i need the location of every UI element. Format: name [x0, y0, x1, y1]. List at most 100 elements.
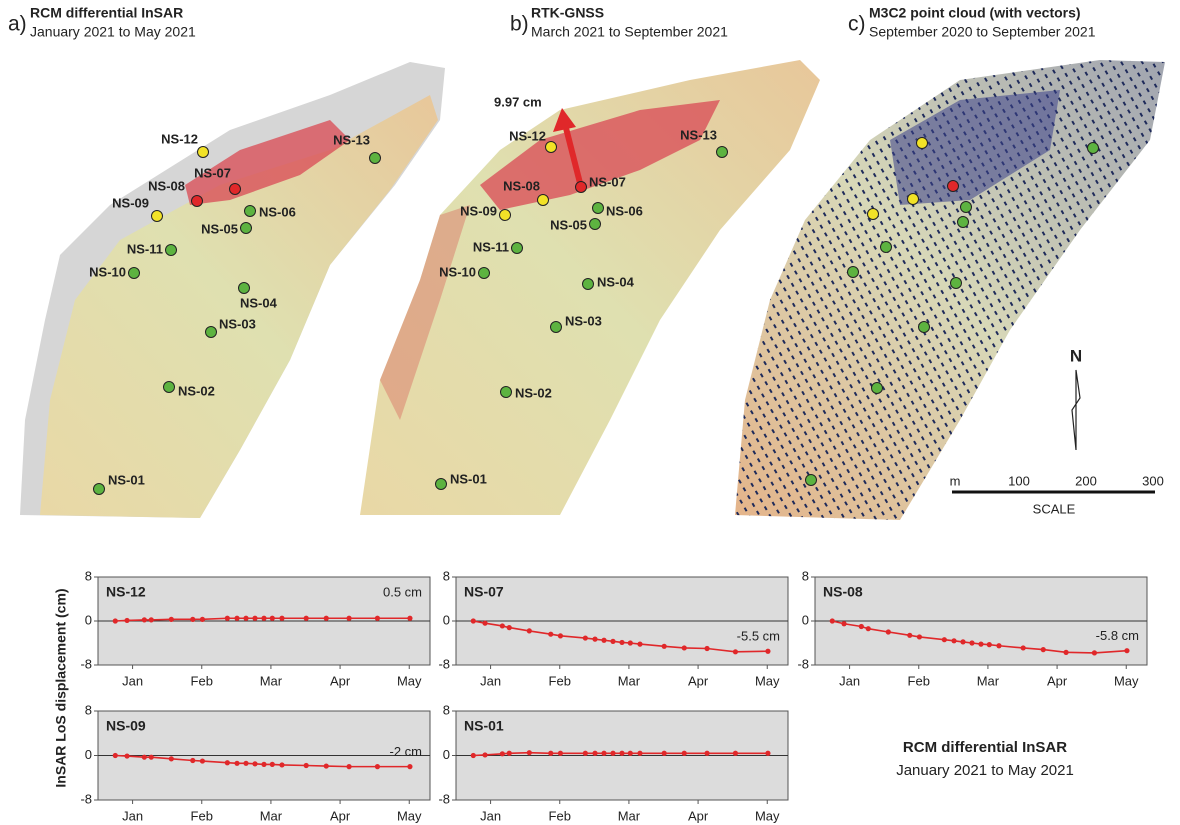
station-label: NS-02	[178, 383, 215, 398]
station-label: NS-12	[509, 128, 546, 143]
y-tick-label: 0	[443, 612, 450, 627]
chart-title: NS-12	[106, 584, 146, 600]
data-point	[610, 751, 615, 756]
x-tick-label: May	[1114, 673, 1139, 688]
y-axis-label: InSAR LoS displacement (cm)	[53, 588, 69, 787]
data-point	[1063, 650, 1068, 655]
station-marker	[538, 195, 549, 206]
scale-unit: m	[950, 473, 961, 488]
x-tick-label: Jan	[480, 673, 501, 688]
data-point	[558, 633, 563, 638]
station-label: NS-08	[148, 178, 185, 193]
data-point	[704, 646, 709, 651]
data-point	[628, 640, 633, 645]
station-label: NS-05	[201, 221, 238, 236]
data-point	[628, 751, 633, 756]
station-marker	[872, 383, 883, 394]
data-point	[592, 751, 597, 756]
data-point	[482, 621, 487, 626]
y-tick-label: -8	[797, 656, 809, 671]
data-point	[942, 637, 947, 642]
data-point	[682, 751, 687, 756]
data-point	[619, 640, 624, 645]
figure: a) RCM differential InSAR January 2021 t…	[0, 0, 1180, 825]
data-point	[252, 616, 257, 621]
station-marker	[717, 147, 728, 158]
data-point	[765, 649, 770, 654]
data-point	[225, 616, 230, 621]
data-point	[637, 642, 642, 647]
data-point	[886, 629, 891, 634]
station-marker	[593, 203, 604, 214]
station-marker	[198, 147, 209, 158]
y-tick-label: 8	[85, 568, 92, 583]
x-tick-label: Mar	[260, 808, 283, 823]
chart-title: NS-01	[464, 718, 504, 734]
y-tick-label: -8	[80, 656, 92, 671]
data-point	[142, 617, 147, 622]
data-point	[662, 644, 667, 649]
station-marker	[868, 209, 879, 220]
y-tick-label: 8	[443, 702, 450, 717]
data-point	[234, 616, 239, 621]
station-marker	[479, 268, 490, 279]
station-label: NS-04	[597, 274, 635, 289]
data-point	[270, 616, 275, 621]
data-point	[324, 616, 329, 621]
station-marker	[583, 279, 594, 290]
station-marker	[951, 278, 962, 289]
station-label: NS-07	[589, 174, 626, 189]
data-point	[733, 649, 738, 654]
station-label: NS-05	[550, 217, 587, 232]
data-point	[704, 751, 709, 756]
data-point	[190, 617, 195, 622]
chart-title: NS-08	[823, 584, 863, 600]
scale-label: SCALE	[1033, 501, 1076, 516]
data-point	[558, 751, 563, 756]
station-marker	[501, 387, 512, 398]
x-tick-label: Feb	[908, 673, 930, 688]
data-point	[375, 764, 380, 769]
x-tick-label: Apr	[688, 673, 709, 688]
data-point	[917, 634, 922, 639]
data-point	[142, 755, 147, 760]
data-point	[200, 617, 205, 622]
station-marker	[546, 142, 557, 153]
chart-annotation: -2 cm	[390, 744, 423, 759]
x-tick-label: Feb	[191, 673, 213, 688]
station-marker	[206, 327, 217, 338]
panel-title: RCM differential InSAR	[30, 5, 183, 21]
data-point	[866, 626, 871, 631]
x-tick-label: May	[397, 808, 422, 823]
data-point	[169, 617, 174, 622]
data-point	[841, 621, 846, 626]
data-point	[1041, 647, 1046, 652]
station-marker	[192, 196, 203, 207]
data-point	[261, 616, 266, 621]
data-point	[733, 751, 738, 756]
panel-title: RTK-GNSS	[531, 5, 604, 21]
data-point	[304, 616, 309, 621]
data-point	[765, 751, 770, 756]
station-label: NS-03	[219, 316, 256, 331]
data-point	[960, 639, 965, 644]
data-point	[169, 756, 174, 761]
station-label: NS-06	[606, 203, 643, 218]
y-tick-label: 8	[802, 568, 809, 583]
data-point	[610, 639, 615, 644]
y-tick-label: -8	[438, 791, 450, 806]
panel-letter: a)	[8, 13, 27, 36]
chart-annotation: -5.5 cm	[737, 629, 780, 644]
data-point	[548, 751, 553, 756]
station-label: NS-03	[565, 313, 602, 328]
station-marker	[551, 322, 562, 333]
station-marker	[166, 245, 177, 256]
x-tick-label: Feb	[549, 808, 571, 823]
data-point	[324, 763, 329, 768]
data-point	[987, 642, 992, 647]
data-point	[601, 751, 606, 756]
station-label: NS-04	[240, 295, 278, 310]
x-tick-label: May	[755, 808, 780, 823]
data-point	[200, 758, 205, 763]
station-label: NS-06	[259, 204, 296, 219]
